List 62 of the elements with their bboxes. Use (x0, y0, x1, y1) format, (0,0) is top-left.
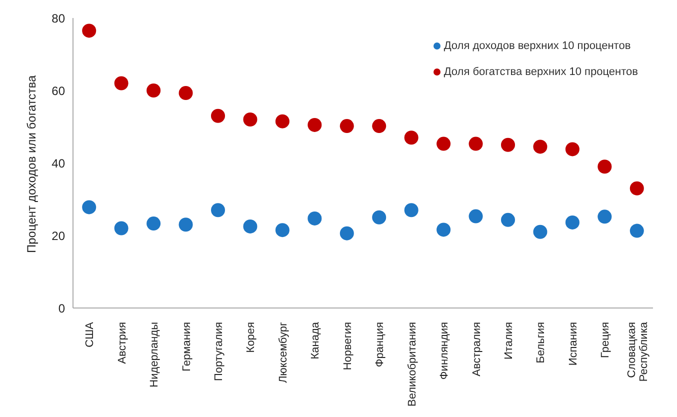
point (533, 224, 548, 239)
point (501, 138, 515, 152)
y-tick-label: 0 (58, 301, 66, 316)
point (146, 216, 161, 231)
point (340, 119, 354, 134)
x-tick-label: Франция (374, 322, 386, 368)
point (308, 118, 322, 132)
point (372, 119, 386, 134)
legend-label: Доля богатства верхних 10 процентов (444, 66, 638, 78)
point (436, 136, 451, 151)
point (275, 223, 290, 238)
point (114, 76, 128, 90)
point (598, 210, 612, 224)
x-tick-label: Финляндия (438, 322, 451, 380)
point (211, 203, 225, 218)
x-tick-label: Словацкая Республика (626, 321, 650, 382)
point (243, 219, 258, 234)
x-tick-label: Корея (245, 322, 258, 353)
y-tick-label: 20 (52, 228, 66, 243)
point (404, 130, 418, 145)
y-tick-label: 80 (52, 11, 66, 26)
x-tick-label: Германия (180, 322, 193, 372)
point (178, 218, 193, 232)
point (82, 24, 96, 38)
y-axis-title: Процент доходов или богатства (24, 75, 38, 253)
point (468, 136, 483, 151)
point (178, 86, 193, 100)
point (501, 212, 515, 227)
x-tick-label: Норвегия (342, 322, 354, 370)
point (275, 114, 290, 128)
point (372, 210, 386, 224)
x-tick-label: Нидерланды (148, 322, 161, 388)
point (565, 142, 580, 156)
point (308, 211, 322, 226)
x-tick-label: Канада (310, 321, 322, 360)
x-tick-label: Люксембург (277, 322, 290, 384)
point (243, 112, 258, 126)
x-tick-label: Великобритания (406, 322, 418, 406)
point (630, 181, 644, 196)
x-tick-label: США (84, 321, 96, 348)
point (340, 226, 354, 240)
x-tick-label: Греция (600, 322, 612, 358)
point (630, 224, 644, 238)
x-tick-label: Италия (503, 322, 515, 360)
point (404, 203, 418, 218)
point (436, 222, 451, 237)
x-tick-label: Австралия (470, 322, 483, 376)
x-tick-label: Испания (567, 322, 580, 366)
point (468, 209, 483, 224)
point (146, 84, 161, 98)
point (211, 108, 225, 123)
point (114, 221, 128, 236)
point (598, 160, 612, 174)
x-tick-label: Бельгия (535, 322, 548, 364)
x-tick-label: Португалия (213, 322, 225, 381)
point (565, 215, 580, 230)
x-tick-label: Австрия (116, 322, 128, 364)
y-tick-label: 40 (52, 156, 66, 170)
legend-label: Доля доходов верхних 10 процентов (444, 40, 631, 52)
point (82, 200, 96, 214)
y-tick-label: 60 (52, 84, 66, 98)
point (533, 140, 548, 154)
